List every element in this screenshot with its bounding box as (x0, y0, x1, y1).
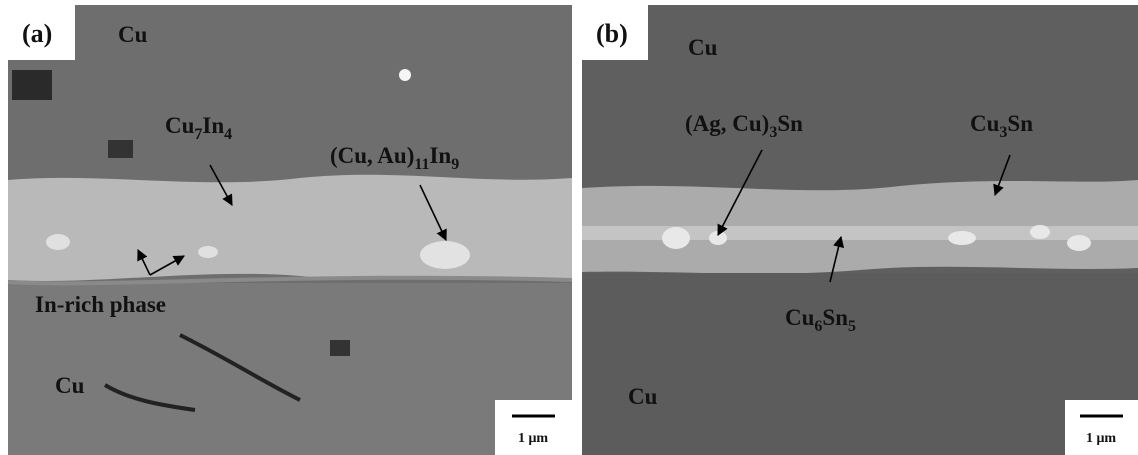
subscript: 11 (414, 156, 429, 173)
label-text: Sn (1007, 111, 1033, 136)
phase-label: Cu (628, 384, 658, 409)
label-text: In (202, 113, 224, 138)
scale-bar-label: 1 μm (518, 431, 548, 446)
subscript: 4 (224, 126, 232, 143)
label-text: Cu (688, 35, 718, 60)
scale-bar-label: 1 μm (1086, 431, 1116, 446)
panel-tag: (b) (596, 19, 628, 48)
subscript: 5 (848, 318, 856, 335)
subscript: 3 (999, 124, 1007, 141)
label-text: Cu (785, 305, 815, 330)
subscript: 9 (451, 156, 459, 173)
figure: (a)1 μmCuCu7In4(Cu, Au)11In9In-rich phas… (0, 0, 1138, 455)
label-text: In-rich phase (35, 292, 166, 317)
phase-label: In-rich phase (35, 292, 166, 317)
label-text: (Cu, Au) (330, 143, 414, 168)
label-text: Cu (628, 384, 658, 409)
phase-label: Cu (55, 373, 85, 398)
subscript: 7 (194, 126, 202, 143)
label-text: Cu (970, 111, 1000, 136)
label-text: Cu (55, 373, 85, 398)
panel-a-image (8, 5, 572, 455)
label-text: In (429, 143, 451, 168)
phase-label: Cu (688, 35, 718, 60)
subscript: 6 (814, 318, 822, 335)
label-text: Sn (822, 305, 848, 330)
label-text: Cu (165, 113, 195, 138)
label-text: Sn (777, 111, 803, 136)
subscript: 3 (769, 124, 777, 141)
panel-tag: (a) (22, 19, 52, 48)
panel-b-image (582, 5, 1138, 455)
label-text: Cu (118, 22, 148, 47)
label-text: (Ag, Cu) (685, 111, 769, 136)
phase-label: Cu (118, 22, 148, 47)
